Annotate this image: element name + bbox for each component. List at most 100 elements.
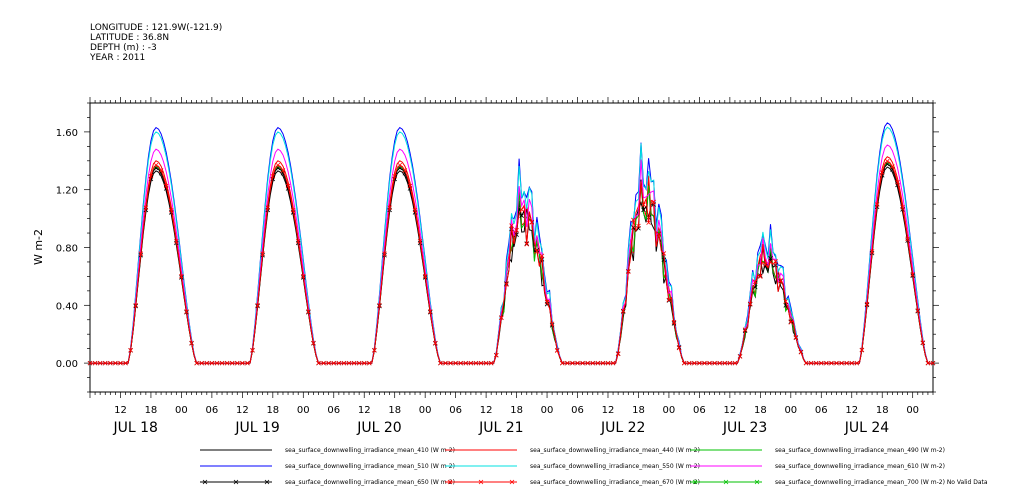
series-marker bbox=[590, 360, 596, 366]
series-marker bbox=[270, 173, 276, 179]
series-marker bbox=[128, 347, 133, 353]
day-label: JUL 19 bbox=[234, 420, 279, 436]
series-marker bbox=[483, 360, 489, 366]
series-marker bbox=[458, 360, 463, 366]
series-marker bbox=[255, 302, 260, 308]
series-marker bbox=[844, 360, 849, 366]
series-marker bbox=[874, 202, 880, 207]
series-marker bbox=[336, 360, 342, 366]
series-marker bbox=[707, 360, 712, 366]
series-marker bbox=[209, 360, 215, 366]
legend-marker bbox=[723, 479, 729, 485]
series-marker bbox=[808, 360, 814, 366]
series-marker bbox=[194, 360, 199, 366]
series-marker bbox=[199, 360, 205, 366]
series-marker bbox=[514, 227, 519, 233]
series-marker bbox=[92, 360, 98, 366]
x-tick-label: 18 bbox=[876, 405, 889, 416]
day-label: JUL 22 bbox=[600, 420, 645, 436]
day-label: JUL 24 bbox=[844, 420, 890, 436]
x-tick-label: 18 bbox=[632, 405, 645, 416]
legend-marker bbox=[692, 479, 698, 485]
series-marker bbox=[641, 202, 646, 207]
series-marker bbox=[656, 231, 662, 237]
x-tick-label: 06 bbox=[206, 405, 219, 416]
legend-marker bbox=[509, 479, 515, 485]
series-marker bbox=[189, 340, 194, 346]
series-marker bbox=[478, 360, 484, 366]
series-marker bbox=[783, 299, 789, 304]
series-marker bbox=[499, 315, 504, 321]
series-marker bbox=[179, 273, 184, 279]
series-marker bbox=[463, 360, 469, 366]
series-marker bbox=[438, 360, 443, 366]
series-marker bbox=[102, 360, 108, 366]
y-axis-label: W m-2 bbox=[32, 229, 45, 265]
series-marker bbox=[702, 360, 707, 366]
x-tick-label: 06 bbox=[571, 405, 584, 416]
x-tick-label: 12 bbox=[845, 405, 858, 416]
x-tick-label: 00 bbox=[419, 405, 432, 416]
series-marker bbox=[417, 238, 423, 244]
series-marker bbox=[712, 360, 717, 366]
series-line bbox=[90, 122, 933, 364]
series-marker bbox=[727, 360, 733, 366]
series-marker bbox=[118, 360, 123, 366]
x-tick-label: 12 bbox=[602, 405, 615, 416]
legend-label: sea_surface_downwelling_irradiance_mean_… bbox=[530, 479, 700, 486]
series-marker bbox=[768, 259, 773, 265]
series-marker bbox=[752, 279, 758, 285]
series-marker bbox=[768, 256, 773, 261]
series-marker bbox=[925, 360, 931, 366]
x-tick-label: 06 bbox=[449, 405, 462, 416]
series-marker bbox=[686, 360, 692, 366]
series-marker bbox=[113, 360, 118, 366]
series-marker bbox=[854, 360, 860, 366]
series-marker bbox=[895, 180, 900, 185]
series-marker bbox=[646, 215, 651, 220]
series-marker bbox=[610, 360, 616, 366]
series-marker bbox=[148, 173, 154, 179]
legend-label: sea_surface_downwelling_irradiance_mean_… bbox=[775, 479, 988, 486]
series-marker bbox=[661, 257, 667, 263]
series-marker bbox=[468, 360, 474, 366]
series-marker bbox=[133, 302, 138, 308]
series-marker bbox=[636, 223, 641, 229]
series-marker bbox=[773, 259, 778, 264]
series-marker bbox=[651, 199, 656, 205]
series-marker bbox=[778, 278, 783, 283]
series-marker bbox=[829, 360, 834, 366]
series-marker bbox=[326, 360, 331, 366]
series-marker bbox=[839, 360, 844, 366]
series-marker bbox=[184, 309, 189, 314]
x-tick-label: 18 bbox=[510, 405, 523, 416]
series-marker bbox=[824, 360, 829, 366]
x-tick-label: 00 bbox=[297, 405, 310, 416]
series-marker bbox=[661, 251, 667, 256]
series-marker bbox=[402, 168, 408, 173]
header-longitude: LONGITUDE : 121.9W(-121.9) bbox=[90, 23, 223, 33]
series-marker bbox=[143, 205, 149, 210]
series-marker bbox=[301, 273, 306, 279]
series-marker bbox=[565, 360, 570, 366]
legend-marker bbox=[264, 479, 270, 485]
series-marker bbox=[260, 251, 265, 256]
series-marker bbox=[697, 360, 702, 366]
series-marker bbox=[158, 168, 164, 173]
legend-label: sea_surface_downwelling_irradiance_mean_… bbox=[285, 447, 455, 454]
series-marker bbox=[554, 348, 560, 353]
series-marker bbox=[539, 253, 545, 259]
series-marker bbox=[732, 360, 738, 366]
series-marker bbox=[620, 308, 626, 314]
series-marker bbox=[605, 360, 611, 366]
series-marker bbox=[382, 251, 387, 256]
series-marker bbox=[214, 360, 220, 366]
day-label: JUL 21 bbox=[478, 420, 523, 436]
series-marker bbox=[108, 360, 113, 366]
series-marker bbox=[666, 297, 672, 303]
series-marker bbox=[585, 360, 590, 366]
x-tick-label: 12 bbox=[358, 405, 371, 416]
series-marker bbox=[692, 360, 697, 366]
series-marker bbox=[204, 360, 210, 366]
